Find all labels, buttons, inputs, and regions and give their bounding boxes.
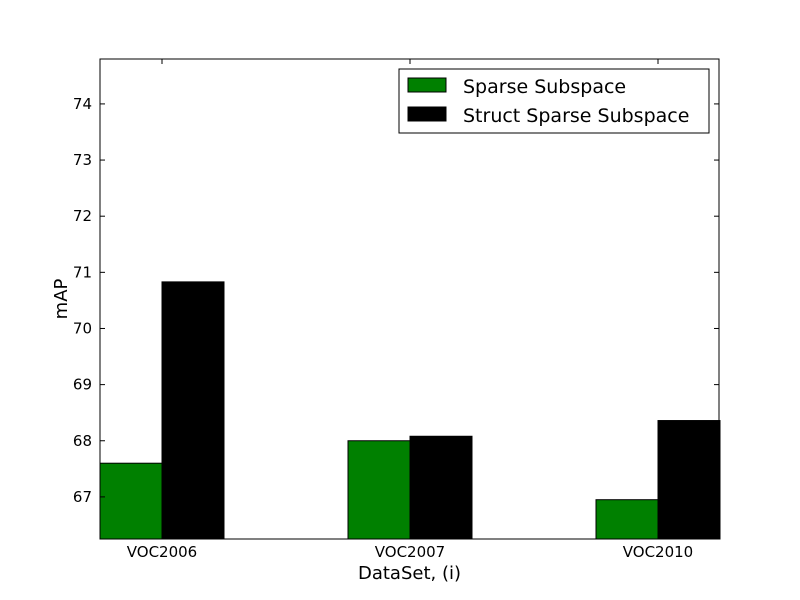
x-axis: VOC2006 VOC2007 VOC2010 xyxy=(127,59,693,561)
bar-voc2010-sparse-subspace xyxy=(595,499,659,540)
bar-voc2007-sparse-subspace xyxy=(347,440,411,540)
y-tick-label: 74 xyxy=(73,95,92,113)
x-tick-label-voc2007: VOC2007 xyxy=(375,543,445,561)
legend-swatch-sparse-subspace xyxy=(407,77,447,93)
x-tick-label-voc2010: VOC2010 xyxy=(623,543,693,561)
y-tick-label: 72 xyxy=(73,207,92,225)
bar-voc2007-struct-sparse-subspace xyxy=(409,435,473,540)
y-tick-label: 67 xyxy=(73,488,92,506)
legend: Sparse Subspace Struct Sparse Subspace xyxy=(398,68,710,134)
legend-swatch-struct-sparse-subspace xyxy=(407,106,447,122)
bar-voc2006-struct-sparse-subspace xyxy=(161,281,225,540)
x-axis-label: DataSet, (i) xyxy=(358,563,461,584)
bars-layer xyxy=(99,281,721,540)
y-tick-label: 69 xyxy=(73,376,92,394)
bar-voc2010-struct-sparse-subspace xyxy=(657,420,721,540)
legend-label-struct-sparse-subspace: Struct Sparse Subspace xyxy=(463,105,689,127)
legend-box xyxy=(398,68,710,134)
y-axis-label: mAP xyxy=(51,279,72,320)
bar-voc2006-sparse-subspace xyxy=(99,462,163,540)
y-axis: 67 68 69 70 71 72 73 74 xyxy=(73,95,719,506)
y-tick-label: 70 xyxy=(73,319,92,337)
legend-label-sparse-subspace: Sparse Subspace xyxy=(463,76,626,98)
y-tick-label: 68 xyxy=(73,432,92,450)
y-tick-label: 73 xyxy=(73,151,92,169)
x-tick-label-voc2006: VOC2006 xyxy=(127,543,197,561)
y-tick-label: 71 xyxy=(73,263,92,281)
